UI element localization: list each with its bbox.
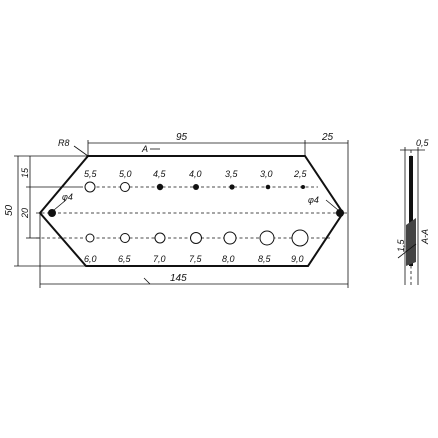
top-label-7: 2,5 <box>293 169 308 179</box>
top-label-6: 3,0 <box>260 169 273 179</box>
section-bend-label: 1,5 <box>396 238 406 252</box>
top-hole-4 <box>193 184 199 190</box>
dim-145-tick <box>143 277 151 285</box>
mount-hole-left <box>48 209 56 217</box>
dim-50-label: 50 <box>4 204 15 216</box>
top-label-5: 3,5 <box>225 169 239 179</box>
dim-15-label: 15 <box>20 167 30 178</box>
bottom-row-holes <box>85 229 309 247</box>
dim-20-label: 20 <box>20 208 30 219</box>
top-hole-1 <box>84 181 96 193</box>
corner-label: R8 <box>58 138 70 148</box>
top-hole-3 <box>156 183 164 191</box>
section-view-label: A-A <box>420 229 430 245</box>
bottom-hole-5 <box>223 231 237 245</box>
mount-right-label: φ4 <box>308 195 319 205</box>
bottom-hole-4 <box>190 232 202 244</box>
top-label-1: 5,5 <box>84 169 98 179</box>
section-view: 0,5 1,5 A-A <box>396 138 430 285</box>
top-label-4: 4,0 <box>189 169 202 179</box>
bottom-hole-2 <box>120 233 130 243</box>
corner-leader <box>73 145 89 157</box>
section-thickness-label: 0,5 <box>416 138 430 148</box>
mount-left-leader <box>53 199 67 211</box>
bottom-label-3: 7,0 <box>153 254 166 264</box>
bottom-label-1: 6,0 <box>84 254 97 264</box>
bottom-label-6: 8,5 <box>258 254 272 264</box>
bottom-hole-6 <box>259 230 275 246</box>
bottom-label-2: 6,5 <box>118 254 132 264</box>
dim-145-label: 145 <box>170 273 187 284</box>
top-row-holes <box>84 181 305 193</box>
dim-25-label: 25 <box>321 132 334 143</box>
bottom-hole-3 <box>154 232 166 244</box>
section-mark: A <box>141 144 148 154</box>
top-label-3: 4,5 <box>153 169 167 179</box>
top-hole-2 <box>120 182 130 192</box>
bottom-label-4: 7,5 <box>189 254 203 264</box>
section-plate <box>409 156 413 266</box>
mount-right-leader <box>325 199 339 211</box>
top-hole-7 <box>301 185 305 189</box>
bottom-label-7: 9,0 <box>291 254 304 264</box>
bottom-label-5: 8,0 <box>222 254 235 264</box>
top-label-2: 5,0 <box>119 169 132 179</box>
top-hole-5 <box>229 184 235 190</box>
bottom-hole-7 <box>291 229 309 247</box>
mount-hole-right <box>336 209 344 217</box>
section-hatch <box>406 218 416 266</box>
bottom-hole-1 <box>85 233 95 243</box>
top-hole-6 <box>265 184 271 190</box>
dim-95-label: 95 <box>176 132 188 143</box>
section-bend-leader <box>397 243 417 259</box>
mount-left-label: φ4 <box>62 192 73 202</box>
